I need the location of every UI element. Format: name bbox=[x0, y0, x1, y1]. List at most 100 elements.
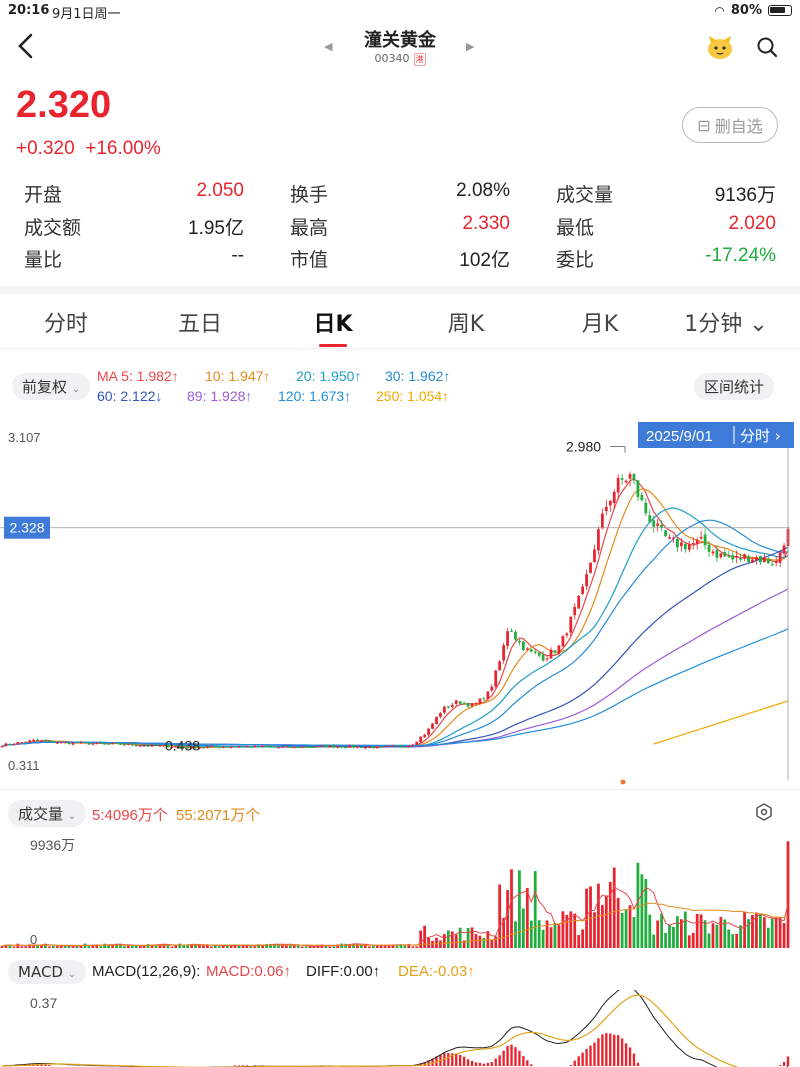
search-icon[interactable] bbox=[756, 36, 778, 58]
volume-bar bbox=[632, 917, 636, 948]
range-stats-button[interactable]: 区间统计 bbox=[694, 373, 775, 400]
candle-body bbox=[4, 743, 8, 747]
macd-hist-bar bbox=[478, 1062, 482, 1066]
volume-bar bbox=[731, 934, 735, 948]
tab-5[interactable]: 1分钟 ⌄ bbox=[684, 312, 768, 337]
mascot-icon[interactable] bbox=[706, 34, 734, 60]
settings-icon[interactable] bbox=[754, 802, 774, 822]
candle-body bbox=[644, 502, 648, 514]
event-marker bbox=[620, 779, 626, 785]
candle-body bbox=[470, 703, 474, 707]
candle-body bbox=[529, 649, 533, 652]
candle-body bbox=[687, 544, 691, 550]
volume-bar bbox=[91, 944, 95, 948]
volume-bar bbox=[442, 934, 446, 948]
candle-body bbox=[126, 743, 130, 745]
candle-body bbox=[668, 537, 671, 539]
candle-body bbox=[320, 745, 324, 747]
volume-bar bbox=[8, 944, 12, 948]
volume-bar bbox=[59, 945, 63, 948]
back-arrow-icon[interactable] bbox=[16, 32, 40, 62]
volume-bar bbox=[273, 944, 276, 948]
prev-stock-icon[interactable]: ◀ bbox=[324, 40, 333, 53]
macd-hist-bar bbox=[514, 1047, 517, 1066]
tab-4[interactable]: 月K bbox=[581, 312, 619, 337]
adjust-mode-button[interactable]: 前复权 ⌄ bbox=[12, 373, 91, 400]
candle-body bbox=[715, 550, 719, 558]
next-stock-icon[interactable]: ▶ bbox=[466, 40, 475, 53]
macd-chart[interactable]: 0.37 bbox=[0, 990, 800, 1067]
macd-value: MACD:0.06↑ bbox=[206, 963, 292, 980]
volume-bar bbox=[213, 944, 217, 948]
candle-body bbox=[288, 746, 292, 748]
volume-bar bbox=[573, 913, 577, 948]
volume-bar bbox=[296, 945, 300, 948]
remove-watchlist-button[interactable]: ⊟ 删自选 bbox=[682, 107, 778, 143]
volume-bar bbox=[585, 888, 588, 948]
candle-body bbox=[360, 747, 363, 749]
kline-chart[interactable]: 3.107 0.311 2.328 2025/9/01 分时 › 2.980 0.438 bbox=[0, 420, 800, 790]
candle-body bbox=[146, 745, 150, 747]
macd-hist-bar bbox=[510, 1044, 513, 1066]
diff-line bbox=[1, 990, 789, 1067]
tab-1[interactable]: 五日 bbox=[177, 312, 222, 337]
tab-0[interactable]: 分时 bbox=[43, 312, 88, 337]
macd-hist-bar bbox=[498, 1055, 501, 1066]
volume-bar bbox=[707, 933, 711, 948]
stat-value: 102亿 bbox=[459, 250, 510, 271]
candle-body bbox=[482, 698, 486, 700]
candle-body bbox=[648, 515, 652, 523]
volume-bar bbox=[494, 936, 498, 948]
volume-bar bbox=[336, 944, 340, 948]
candle-body bbox=[593, 549, 596, 563]
macd-hist-bar bbox=[494, 1058, 497, 1066]
candle-body bbox=[111, 743, 114, 745]
macd-hist-bar bbox=[241, 1065, 245, 1066]
stat-value: -- bbox=[231, 245, 244, 266]
low-annotation: 0.438 bbox=[165, 737, 200, 753]
candle-body bbox=[569, 616, 573, 633]
volume-bar bbox=[589, 886, 592, 948]
volume-bar bbox=[237, 945, 241, 948]
candle-body bbox=[624, 480, 628, 483]
volume-bar bbox=[28, 944, 32, 948]
macd-hist-bar bbox=[435, 1056, 438, 1066]
volume-bar bbox=[518, 870, 521, 948]
high-pointer bbox=[610, 446, 626, 453]
volume-ma5: 5:4096万个 bbox=[92, 807, 168, 824]
status-time: 20:16 bbox=[8, 3, 50, 18]
volume-bar bbox=[95, 944, 99, 948]
price-change: +0.320 bbox=[16, 138, 75, 159]
volume-bar bbox=[16, 943, 20, 948]
volume-bar bbox=[130, 945, 134, 948]
volume-axis-bottom: 0 bbox=[30, 932, 37, 947]
candle-body bbox=[328, 745, 332, 748]
candle-body bbox=[719, 553, 723, 558]
volume-bar bbox=[399, 944, 403, 948]
tab-3[interactable]: 周K bbox=[447, 312, 485, 337]
volume-bar bbox=[679, 919, 683, 948]
candle-body bbox=[182, 746, 186, 748]
macd-hist-bar bbox=[518, 1050, 521, 1066]
volume-bar bbox=[482, 937, 486, 948]
macd-indicator-button[interactable]: MACD ⌄ bbox=[8, 960, 87, 984]
macd-label: MACD bbox=[18, 963, 63, 981]
candle-body bbox=[178, 746, 182, 748]
macd-hist-bar bbox=[585, 1048, 588, 1066]
candle-body bbox=[198, 747, 201, 749]
volume-indicator-button[interactable]: 成交量 ⌄ bbox=[8, 800, 87, 827]
volume-bar bbox=[664, 932, 667, 948]
volume-bar bbox=[134, 945, 138, 948]
volume-bar bbox=[778, 917, 782, 948]
volume-bar bbox=[715, 924, 719, 948]
volume-bar bbox=[79, 945, 83, 948]
candle-body bbox=[95, 742, 99, 744]
volume-bar bbox=[600, 905, 604, 948]
tab-2[interactable]: 日K bbox=[313, 312, 353, 337]
volume-bar bbox=[604, 895, 608, 948]
candle-body bbox=[581, 586, 585, 594]
price-change-percent: +16.00% bbox=[85, 138, 161, 159]
volume-chart[interactable]: 9936万 0 bbox=[0, 830, 800, 952]
volume-bar bbox=[541, 929, 545, 948]
volume-bar bbox=[703, 920, 707, 948]
